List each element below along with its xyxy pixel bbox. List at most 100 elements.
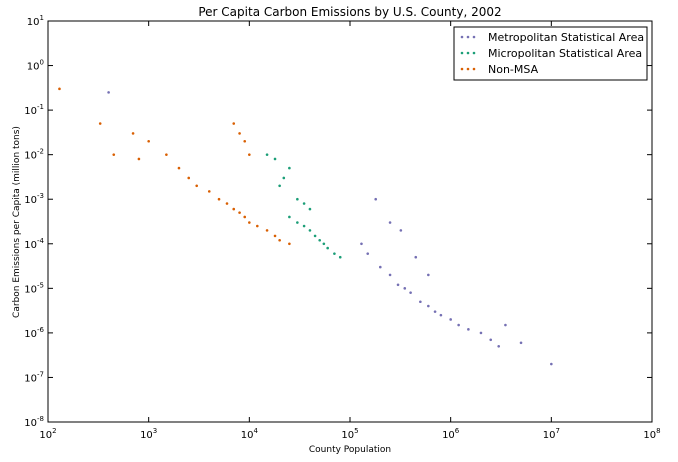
legend-marker-0-1 bbox=[466, 35, 470, 39]
y-tick-label-9: 101 bbox=[27, 14, 44, 28]
series-0-point-24 bbox=[414, 255, 418, 259]
series-1-point-1 bbox=[296, 221, 299, 224]
series-1-point-11 bbox=[288, 166, 291, 170]
legend-marker-0-0 bbox=[460, 35, 464, 39]
series-0-point-21 bbox=[374, 197, 378, 201]
series-0-point-16 bbox=[489, 338, 493, 342]
legend-entries: Metropolitan Statistical Area Micropolita… bbox=[460, 31, 644, 76]
series-1-point-12 bbox=[296, 197, 299, 201]
series-0-point-3 bbox=[379, 265, 382, 269]
series-0-point-22 bbox=[388, 221, 392, 224]
series-1-point-15 bbox=[265, 153, 269, 156]
legend-marker-2-2 bbox=[472, 67, 476, 71]
series-2-point-1 bbox=[98, 122, 102, 125]
y-tick-label-7: 10-1 bbox=[24, 103, 44, 117]
series-1-point-14 bbox=[308, 207, 312, 211]
legend-box bbox=[453, 26, 648, 81]
series-0-point-19 bbox=[519, 341, 523, 345]
series-2-point-6 bbox=[165, 153, 168, 156]
series-0-point-11 bbox=[439, 313, 443, 317]
series-2-point-11 bbox=[217, 197, 221, 201]
series-2-point-5 bbox=[147, 139, 150, 143]
y-tick-label-3: 10-5 bbox=[24, 281, 44, 295]
x-tick-label-6: 108 bbox=[643, 427, 660, 441]
y-tick-label-1: 10-7 bbox=[24, 370, 44, 384]
series-0-point-1 bbox=[360, 242, 363, 246]
series-1-point-2 bbox=[302, 224, 306, 228]
series-2-point-7 bbox=[177, 166, 181, 170]
y-tick-label-6: 10-2 bbox=[24, 148, 44, 162]
series-1-point-3 bbox=[308, 229, 312, 232]
legend-marker-0-2 bbox=[472, 35, 476, 39]
x-tick-label-2: 104 bbox=[241, 427, 259, 441]
series-0-point-13 bbox=[457, 323, 460, 327]
legend-label-1: Micropolitan Statistical Area bbox=[488, 47, 642, 60]
y-tick-label-8: 100 bbox=[27, 59, 44, 73]
series-1-point-13 bbox=[302, 202, 306, 205]
series-0-point-5 bbox=[396, 283, 400, 287]
series-1-point-7 bbox=[326, 246, 329, 250]
series-2-point-10 bbox=[207, 190, 211, 193]
series-1-point-6 bbox=[322, 242, 326, 246]
x-axis-label: County Population bbox=[309, 445, 391, 455]
series-2-point-19 bbox=[273, 234, 277, 238]
y-tick-label-2: 10-6 bbox=[24, 326, 44, 340]
series-0-point-15 bbox=[479, 331, 483, 335]
series-2-point-16 bbox=[248, 221, 251, 224]
series-2-point-15 bbox=[243, 215, 247, 219]
legend: Metropolitan Statistical Area Micropolita… bbox=[453, 26, 648, 81]
chart-title: Per Capita Carbon Emissions by U.S. Coun… bbox=[198, 5, 501, 19]
series-1-point-5 bbox=[318, 238, 322, 242]
series-1-point-8 bbox=[333, 252, 336, 255]
y-tick-label-4: 10-4 bbox=[24, 237, 44, 251]
series-0-point-23 bbox=[399, 229, 403, 232]
series-0-point-20 bbox=[550, 362, 553, 366]
plot-frame bbox=[47, 20, 653, 423]
series-0-point-10 bbox=[433, 310, 437, 313]
x-tick-label-5: 107 bbox=[543, 427, 560, 441]
series-2-point-0 bbox=[58, 87, 61, 91]
series-2-point-8 bbox=[187, 176, 191, 180]
y-tick-label-0: 10-8 bbox=[24, 415, 44, 429]
series-2-point-12 bbox=[225, 202, 229, 205]
x-tick-label-4: 106 bbox=[442, 427, 460, 441]
series-0-point-18 bbox=[504, 323, 507, 327]
series-1-point-16 bbox=[273, 157, 277, 161]
series-2-point-23 bbox=[238, 132, 241, 135]
x-tick-label-0: 102 bbox=[39, 427, 56, 441]
series-2-point-21 bbox=[288, 242, 291, 246]
ticks-layer: 102 103 104 105 106 107 108 10-8 10-7 10-6 10-5 10-… bbox=[24, 14, 660, 441]
series-0-point-8 bbox=[419, 300, 422, 304]
series-0-point-25 bbox=[427, 273, 430, 277]
y-axis-label: Carbon Emissions per Capita (million ton… bbox=[12, 126, 22, 318]
legend-label-0: Metropolitan Statistical Area bbox=[488, 31, 644, 44]
series-1-point-17 bbox=[282, 176, 286, 180]
legend-marker-2-1 bbox=[466, 67, 470, 71]
series-1-point-0 bbox=[288, 215, 291, 219]
legend-label-2: Non-MSA bbox=[488, 63, 539, 76]
legend-marker-1-2 bbox=[472, 51, 476, 55]
series-2-point-9 bbox=[195, 184, 198, 188]
y-tick-label-5: 10-3 bbox=[24, 192, 44, 206]
series-2-point-14 bbox=[238, 211, 241, 214]
series-2-point-2 bbox=[112, 153, 116, 156]
series-1-point-10 bbox=[278, 184, 281, 188]
series-2-point-25 bbox=[248, 153, 251, 156]
series-2-point-18 bbox=[265, 229, 269, 232]
series-2-point-24 bbox=[243, 139, 247, 143]
legend-marker-1-1 bbox=[466, 51, 470, 55]
series-2-point-22 bbox=[232, 122, 236, 125]
x-tick-label-1: 103 bbox=[140, 427, 157, 441]
series-2-point-3 bbox=[131, 132, 135, 135]
series-2-point-20 bbox=[278, 238, 281, 242]
x-tick-label-3: 105 bbox=[341, 427, 358, 441]
series-2-point-13 bbox=[232, 207, 236, 211]
series-0-point-2 bbox=[366, 252, 370, 255]
points-layer bbox=[58, 87, 553, 366]
legend-marker-1-0 bbox=[460, 51, 464, 55]
series-0-point-9 bbox=[427, 304, 430, 308]
series-0-point-0 bbox=[107, 91, 110, 94]
series-2-point-17 bbox=[255, 224, 259, 228]
series-0-point-7 bbox=[409, 291, 412, 294]
